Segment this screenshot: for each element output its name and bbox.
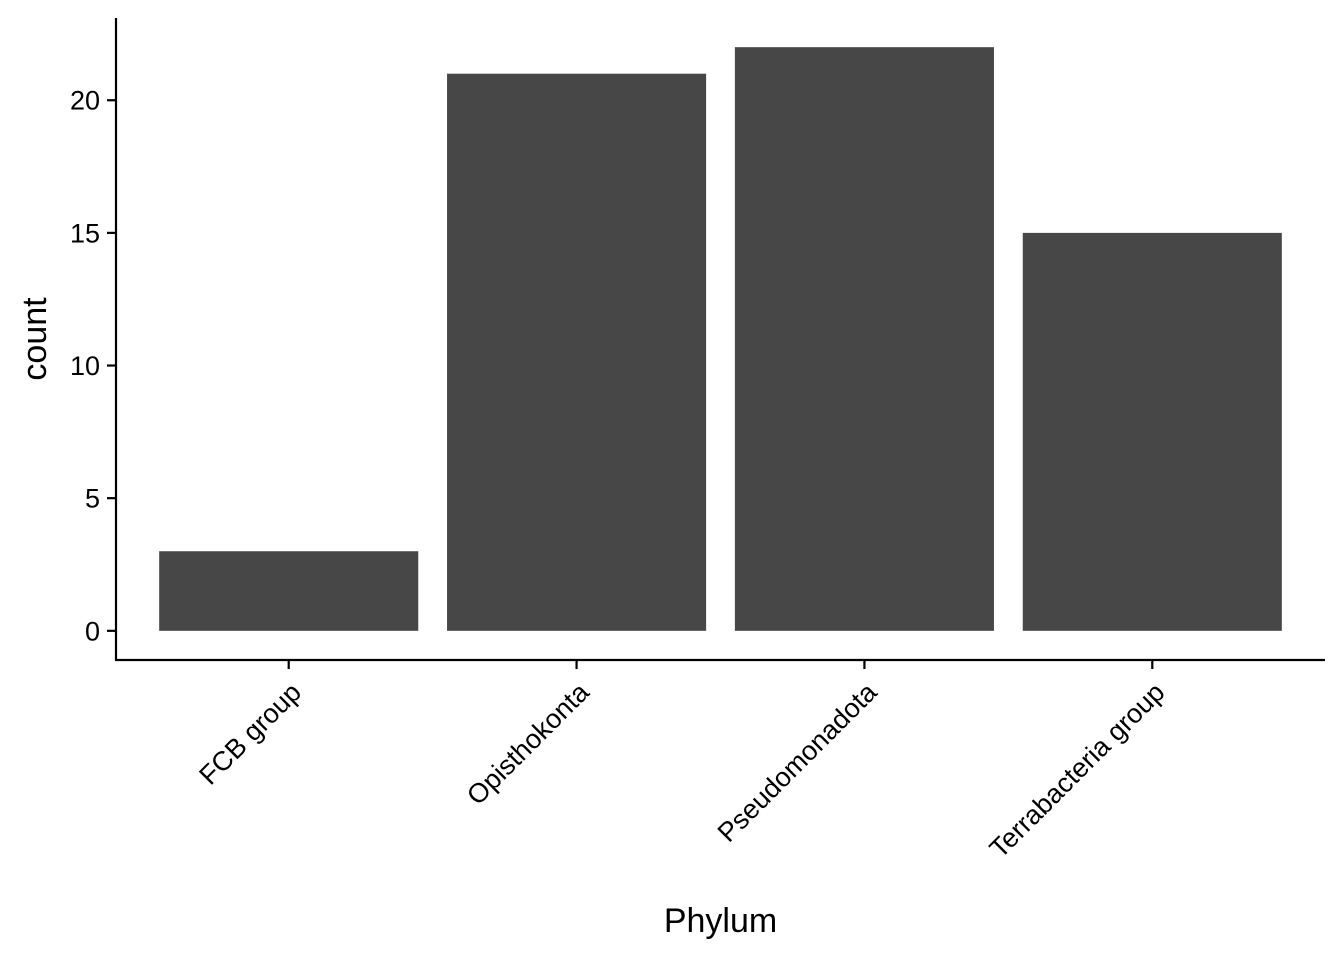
bar-fcb-group (159, 551, 419, 631)
bar-terrabacteria-group (1022, 232, 1282, 631)
x-axis-title: Phylum (664, 902, 777, 940)
y-tick-label: 5 (85, 484, 100, 514)
bar-opisthokonta (447, 73, 707, 631)
y-axis-ticks: 0 5 10 15 20 (70, 86, 116, 646)
y-tick-label: 10 (70, 351, 100, 381)
bar-pseudomonadota (734, 47, 994, 631)
y-tick-label: 20 (70, 86, 100, 116)
y-tick-label: 15 (70, 218, 100, 248)
bars-group (159, 47, 1282, 631)
y-axis-title: count (16, 297, 54, 381)
y-tick-label: 0 (85, 616, 100, 646)
